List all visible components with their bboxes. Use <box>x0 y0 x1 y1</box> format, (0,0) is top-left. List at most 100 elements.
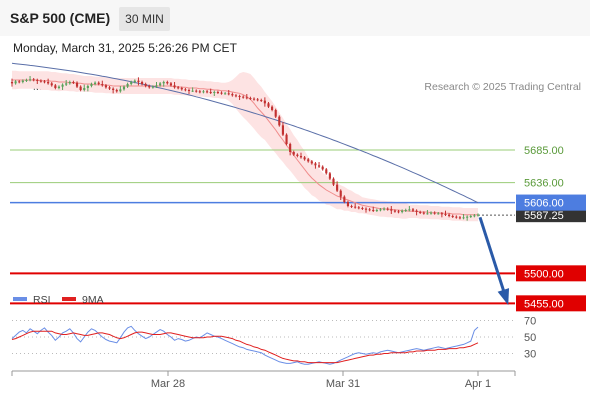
candle-body <box>39 80 42 82</box>
chart-datetime: Monday, March 31, 2025 5:26:26 PM CET <box>13 41 237 55</box>
candle-body <box>242 96 245 98</box>
candle-body <box>159 83 162 86</box>
candle-body <box>18 81 21 83</box>
candle-body <box>256 99 259 101</box>
candle-body <box>144 84 147 86</box>
candle-body <box>451 216 454 217</box>
candle-body <box>274 110 277 117</box>
candle-body <box>462 217 465 219</box>
candle-body <box>137 80 140 82</box>
candle-body <box>166 82 169 84</box>
current-price-tag <box>516 208 586 223</box>
candle-body <box>260 100 263 101</box>
candle-body <box>202 91 205 93</box>
candle-body <box>43 81 46 83</box>
candle-body <box>328 173 331 179</box>
candle-body <box>79 86 82 90</box>
candle-body <box>21 80 24 82</box>
candle-body <box>187 90 191 91</box>
candle-body <box>205 91 209 93</box>
rsi-tick-label: 70 <box>524 316 536 328</box>
candle-body <box>267 103 270 107</box>
candle-body <box>151 86 154 88</box>
candle-body <box>90 84 93 86</box>
research-credit: Research © 2025 Trading Central <box>424 81 581 93</box>
candle-body <box>177 87 180 89</box>
candle-body <box>415 210 418 212</box>
candle-body <box>130 82 133 84</box>
candle-body <box>281 125 285 135</box>
candle-body <box>195 90 198 92</box>
candle-body <box>285 134 288 144</box>
candle-body <box>155 85 158 87</box>
timeframe-button[interactable]: 30 MIN <box>119 7 170 31</box>
candle-body <box>429 212 433 214</box>
rsi-series-rsi <box>11 325 479 365</box>
candle-body <box>86 86 89 88</box>
level-label-support: 5500.00 <box>524 268 564 280</box>
rsi-tick-label: 50 <box>524 332 536 344</box>
header-bar <box>0 0 590 36</box>
candle-body <box>115 90 118 92</box>
candle-body <box>173 85 176 88</box>
candle-body <box>426 213 429 215</box>
candle-body <box>307 159 310 162</box>
candle-body <box>357 207 360 209</box>
candle-body <box>234 95 238 97</box>
candle-body <box>54 85 57 88</box>
candle-body <box>224 93 227 95</box>
candle-body <box>61 84 64 87</box>
level-label-support: 5455.00 <box>524 298 564 310</box>
current-price-label: 5587.25 <box>524 210 564 222</box>
candle-body <box>220 92 223 94</box>
candle-body <box>469 216 472 217</box>
candle-body <box>473 215 476 217</box>
candle-body <box>408 209 411 211</box>
candle-body <box>162 82 165 84</box>
candle-body <box>375 210 378 211</box>
candle-body <box>245 97 248 99</box>
candle-body <box>14 81 17 84</box>
candle-body <box>444 214 447 215</box>
candle-body <box>296 154 299 156</box>
candle-body <box>343 196 346 202</box>
candle-body <box>238 96 241 97</box>
candle-body <box>401 210 404 212</box>
candle-body <box>36 80 39 81</box>
candle-body <box>191 90 194 92</box>
candle-body <box>433 212 436 214</box>
candle-body <box>263 100 266 104</box>
candle-body <box>411 209 415 211</box>
candle-body <box>184 89 187 91</box>
x-axis-tick-label: Apr 1 <box>465 378 491 390</box>
candle-body <box>336 184 339 191</box>
candle-body <box>346 202 350 206</box>
candle-body <box>386 208 389 210</box>
candle-body <box>198 91 201 93</box>
candle-body <box>310 161 313 164</box>
forecast-arrow-head <box>497 288 510 306</box>
candle-body <box>28 79 32 81</box>
candle-body <box>317 165 321 167</box>
candle-body <box>419 212 422 213</box>
candle-body <box>321 166 324 170</box>
candle-body <box>126 84 129 87</box>
candle-body <box>10 82 14 84</box>
candle-body <box>314 163 317 166</box>
forecast-arrow-shaft <box>478 216 509 302</box>
candle-body <box>32 79 35 81</box>
level-tag-support <box>516 295 586 312</box>
candle-body <box>350 206 353 207</box>
candle-body <box>390 209 393 211</box>
candle-body <box>252 98 256 100</box>
candle-body <box>104 85 107 88</box>
ma50-line <box>11 62 479 204</box>
candle-body <box>466 216 469 218</box>
candle-body <box>289 144 292 152</box>
candle-body <box>227 93 230 95</box>
candle-body <box>94 82 97 84</box>
candle-body <box>231 94 234 96</box>
candle-body <box>180 88 183 90</box>
candle-body <box>72 82 75 83</box>
